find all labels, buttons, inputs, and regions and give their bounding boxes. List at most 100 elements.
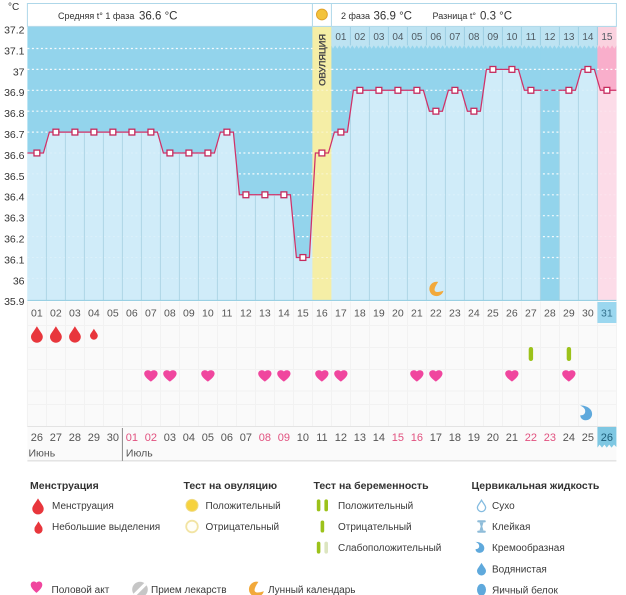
svg-text:37.2: 37.2 xyxy=(4,25,25,37)
svg-text:12: 12 xyxy=(544,32,556,43)
svg-text:36.7: 36.7 xyxy=(4,129,25,141)
svg-text:10: 10 xyxy=(297,432,309,444)
svg-text:36.8: 36.8 xyxy=(4,108,25,120)
svg-text:07: 07 xyxy=(240,432,252,444)
svg-text:01: 01 xyxy=(335,32,347,43)
svg-text:03: 03 xyxy=(373,32,385,43)
svg-text:23: 23 xyxy=(449,308,461,320)
svg-text:36.6 °C: 36.6 °C xyxy=(139,11,177,23)
svg-text:13: 13 xyxy=(563,32,575,43)
svg-text:09: 09 xyxy=(278,432,290,444)
svg-text:35.9: 35.9 xyxy=(4,296,25,308)
svg-text:Прием лекарств: Прием лекарств xyxy=(151,585,227,595)
svg-text:Небольшие выделения: Небольшие выделения xyxy=(52,521,160,533)
svg-text:Клейкая: Клейкая xyxy=(492,522,530,533)
svg-text:Положительный: Положительный xyxy=(206,501,281,512)
svg-text:13: 13 xyxy=(354,432,366,444)
svg-text:25: 25 xyxy=(582,432,594,444)
svg-text:21: 21 xyxy=(411,308,423,320)
svg-text:Июнь: Июнь xyxy=(29,448,56,460)
svg-text:Тест на овуляцию: Тест на овуляцию xyxy=(184,480,278,492)
svg-text:29: 29 xyxy=(563,308,575,320)
svg-text:16: 16 xyxy=(316,308,328,320)
svg-text:15: 15 xyxy=(601,32,613,43)
svg-text:31: 31 xyxy=(601,308,613,320)
svg-text:Водянистая: Водянистая xyxy=(492,564,547,575)
svg-text:Лунный календарь: Лунный календарь xyxy=(268,585,356,595)
svg-text:26: 26 xyxy=(31,432,43,444)
svg-text:26: 26 xyxy=(506,308,518,320)
svg-text:08: 08 xyxy=(164,308,176,320)
svg-text:28: 28 xyxy=(544,308,556,320)
svg-text:Половой акт: Половой акт xyxy=(52,585,110,595)
svg-text:29: 29 xyxy=(88,432,100,444)
svg-text:ОВУЛЯЦИЯ: ОВУЛЯЦИЯ xyxy=(318,34,329,86)
svg-text:22: 22 xyxy=(430,308,442,320)
svg-text:36: 36 xyxy=(13,275,25,287)
svg-text:20: 20 xyxy=(487,432,499,444)
svg-text:04: 04 xyxy=(88,308,100,320)
svg-text:10: 10 xyxy=(506,32,518,43)
svg-text:37: 37 xyxy=(13,66,25,78)
svg-text:12: 12 xyxy=(335,432,347,444)
svg-text:Средняя t° 1 фаза: Средняя t° 1 фаза xyxy=(58,11,134,21)
svg-text:11: 11 xyxy=(526,32,537,43)
svg-text:18: 18 xyxy=(449,432,461,444)
svg-text:Слабоположительный: Слабоположительный xyxy=(338,542,441,554)
svg-text:27: 27 xyxy=(525,308,537,320)
svg-text:01: 01 xyxy=(31,308,43,320)
svg-text:01: 01 xyxy=(126,432,138,444)
svg-text:11: 11 xyxy=(221,308,232,320)
svg-text:07: 07 xyxy=(449,32,461,43)
svg-text:Положительный: Положительный xyxy=(338,501,413,512)
svg-text:05: 05 xyxy=(411,32,423,43)
svg-text:Цервикальная жидкость: Цервикальная жидкость xyxy=(472,480,600,492)
svg-text:36.1: 36.1 xyxy=(4,254,25,266)
svg-text:17: 17 xyxy=(430,432,442,444)
svg-text:12: 12 xyxy=(240,308,252,320)
svg-text:20: 20 xyxy=(392,308,404,320)
svg-text:30: 30 xyxy=(582,308,594,320)
svg-text:14: 14 xyxy=(582,32,594,43)
svg-text:14: 14 xyxy=(278,308,290,320)
svg-text:37.1: 37.1 xyxy=(4,45,25,57)
svg-text:36.5: 36.5 xyxy=(4,171,25,183)
svg-text:Менструация: Менструация xyxy=(52,501,114,512)
svg-text:30: 30 xyxy=(107,432,119,444)
svg-text:28: 28 xyxy=(69,432,81,444)
svg-text:09: 09 xyxy=(487,32,499,43)
svg-text:Кремообразная: Кремообразная xyxy=(492,542,565,554)
svg-text:Разница t°: Разница t° xyxy=(433,11,477,21)
svg-text:08: 08 xyxy=(468,32,480,43)
svg-text:Отрицательный: Отрицательный xyxy=(338,522,412,533)
svg-text:02: 02 xyxy=(145,432,157,444)
svg-text:Яичный белок: Яичный белок xyxy=(492,584,558,595)
svg-text:21: 21 xyxy=(506,432,518,444)
svg-text:22: 22 xyxy=(525,432,537,444)
svg-text:15: 15 xyxy=(392,432,404,444)
svg-text:11: 11 xyxy=(316,432,327,444)
svg-text:05: 05 xyxy=(202,432,214,444)
svg-text:0.3 °C: 0.3 °C xyxy=(480,11,512,23)
svg-text:06: 06 xyxy=(126,308,138,320)
svg-text:Сухо: Сухо xyxy=(492,501,515,512)
svg-text:19: 19 xyxy=(373,308,385,320)
svg-text:26: 26 xyxy=(601,432,613,444)
svg-text:36.2: 36.2 xyxy=(4,234,25,246)
svg-text:16: 16 xyxy=(411,432,423,444)
svg-text:Июль: Июль xyxy=(126,448,153,460)
svg-text:05: 05 xyxy=(107,308,119,320)
svg-text:02: 02 xyxy=(50,308,62,320)
svg-text:06: 06 xyxy=(221,432,233,444)
svg-text:36.4: 36.4 xyxy=(4,192,25,204)
svg-text:24: 24 xyxy=(468,308,480,320)
svg-text:04: 04 xyxy=(183,432,195,444)
svg-text:02: 02 xyxy=(354,32,366,43)
svg-text:10: 10 xyxy=(202,308,214,320)
svg-text:07: 07 xyxy=(145,308,157,320)
svg-text:23: 23 xyxy=(544,432,556,444)
svg-text:Менструация: Менструация xyxy=(30,480,99,492)
svg-text:13: 13 xyxy=(259,308,271,320)
svg-text:17: 17 xyxy=(335,308,347,320)
svg-text:14: 14 xyxy=(373,432,385,444)
